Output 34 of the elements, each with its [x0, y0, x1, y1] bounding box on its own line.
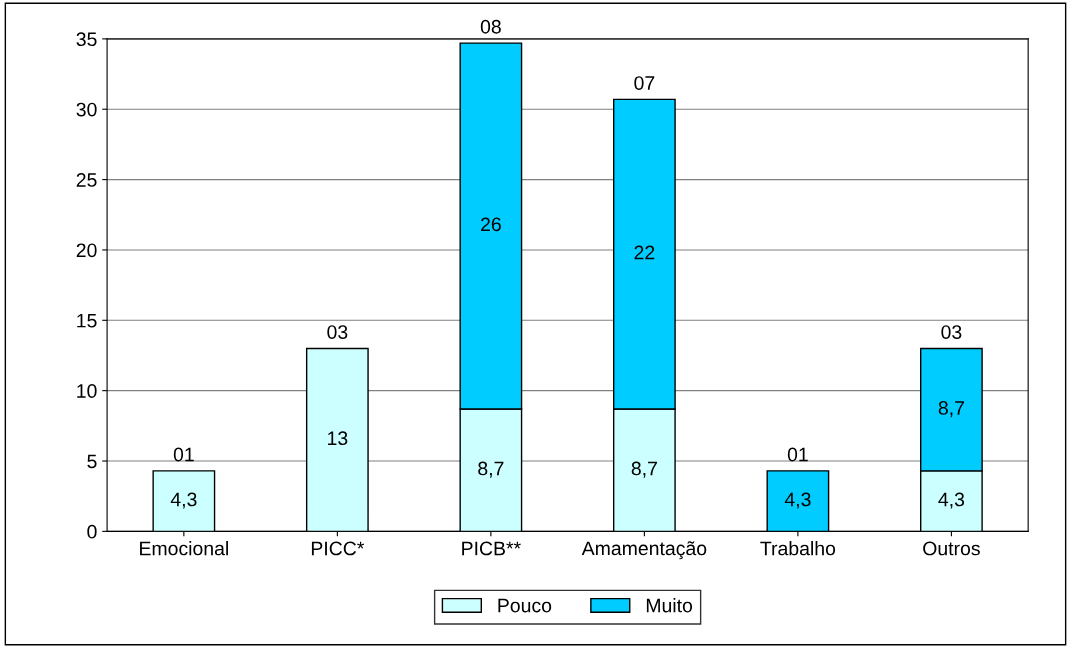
- bar: [766, 470, 830, 532]
- y-tick-label: 35: [76, 32, 97, 47]
- y-tick-label: 0: [87, 524, 97, 539]
- legend-label: Muito: [646, 598, 693, 613]
- x-tick-label: Trabalho: [760, 541, 836, 556]
- data-label: 8,7: [478, 461, 504, 478]
- data-label: 4,3: [938, 492, 965, 509]
- data-label: 22: [634, 245, 655, 260]
- y-tick-label: 20: [76, 243, 97, 258]
- annotation: 08: [480, 19, 501, 34]
- y-tick-label: 30: [76, 102, 97, 117]
- y-tick-label: 5: [87, 454, 97, 469]
- data-label: 8,7: [631, 461, 657, 478]
- data-label: 8,7: [938, 401, 964, 418]
- x-tick-label: PICB**: [462, 541, 521, 556]
- data-label: 4,3: [170, 492, 197, 509]
- bar: [152, 470, 216, 532]
- x-tick-label: Outros: [923, 541, 980, 556]
- data-label: 13: [328, 431, 348, 446]
- data-label: 4,3: [784, 492, 811, 509]
- annotation: 03: [941, 325, 962, 339]
- x-tick-label: PICC*: [311, 541, 365, 556]
- data-label: 26: [481, 217, 501, 232]
- y-tick-label: 15: [77, 313, 97, 328]
- annotation: 01: [173, 447, 194, 462]
- x-tick-label: Amamentação: [581, 541, 707, 560]
- bar: [305, 347, 369, 532]
- y-tick-label: 25: [76, 173, 97, 187]
- legend-label: Pouco: [498, 598, 552, 613]
- annotation: 01: [787, 447, 808, 462]
- annotation: 03: [327, 325, 348, 339]
- x-tick-label: Emocional: [140, 541, 228, 556]
- annotation: 07: [634, 76, 655, 90]
- y-tick-label: 10: [77, 384, 97, 398]
